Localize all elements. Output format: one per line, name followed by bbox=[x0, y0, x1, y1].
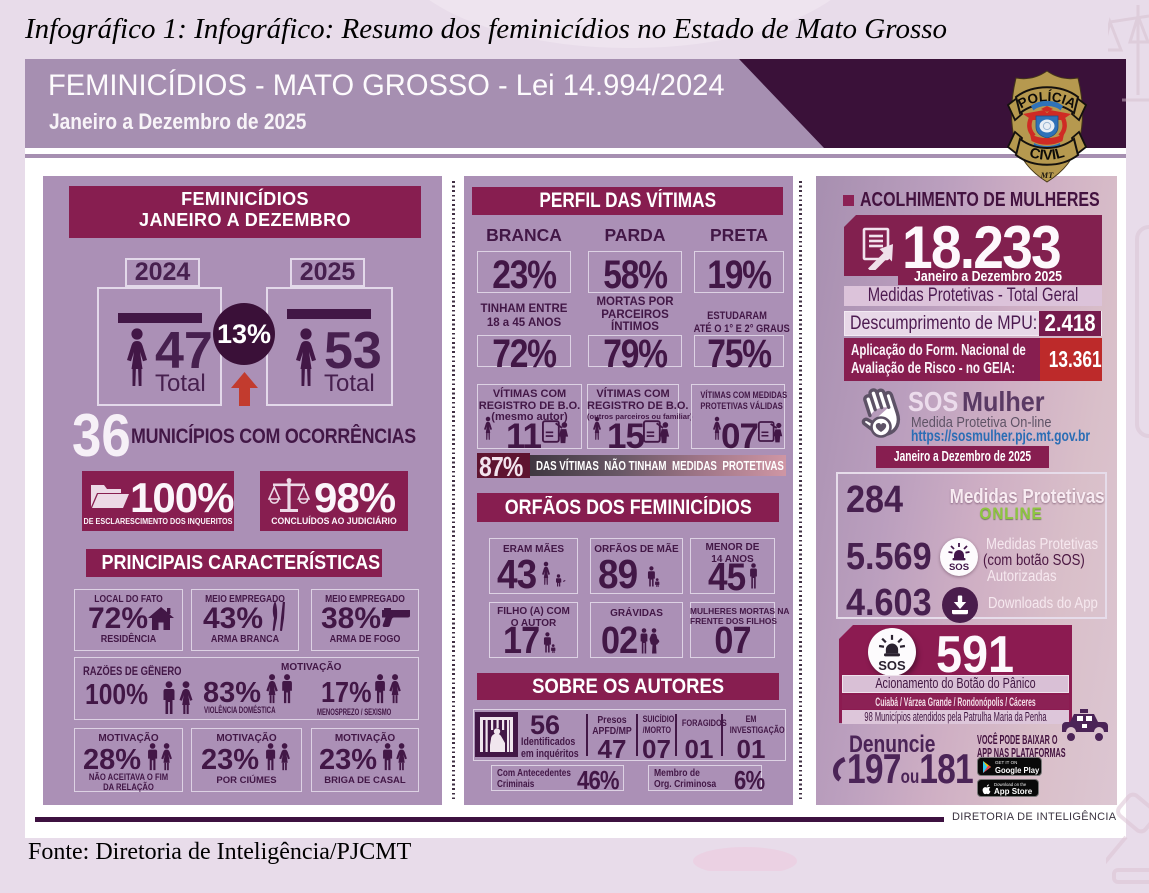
svg-text:CIVIL: CIVIL bbox=[1028, 145, 1067, 164]
svg-text:MT: MT bbox=[1040, 170, 1055, 180]
